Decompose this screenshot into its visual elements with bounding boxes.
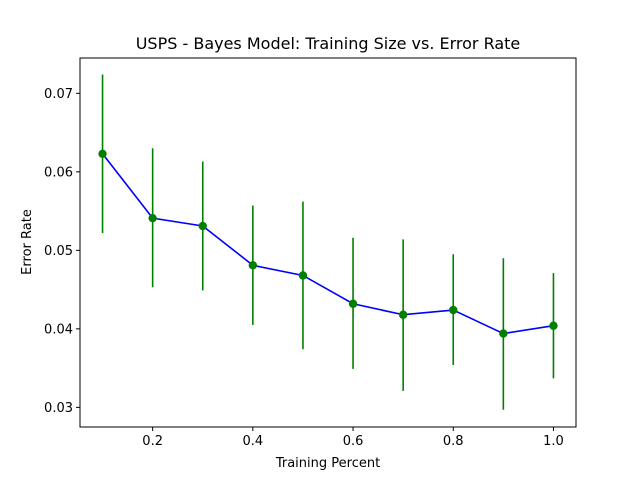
y-tick-label: 0.04 [44,322,73,337]
data-point [248,261,258,270]
x-tick-label: 0.6 [343,434,364,449]
data-point [549,321,558,330]
y-tick-label: 0.07 [44,87,73,102]
y-tick-label: 0.03 [44,401,73,416]
plot-frame [79,57,577,428]
data-point [398,310,408,319]
data-point [348,299,358,308]
data-point [449,305,458,315]
data-point [148,213,157,223]
y-tick-label: 0.05 [44,244,73,259]
y-axis: 0.03 0.04 0.05 0.06 0.07 [44,87,80,416]
chart-title: USPS - Bayes Model: Training Size vs. Er… [136,34,521,53]
data-point [499,329,508,338]
series-line [101,153,554,335]
x-tick-label: 0.2 [142,434,163,449]
data-point [298,271,308,280]
y-axis-label: Error Rate [20,209,35,275]
plot-area [98,74,558,410]
data-point [198,221,207,231]
x-tick-label: 0.4 [243,434,264,449]
x-axis-label: Training Percent [275,456,380,471]
x-tick-label: 1.0 [543,434,564,449]
y-tick-label: 0.06 [44,165,73,180]
x-axis: 0.2 0.4 0.6 0.8 1.0 [142,427,564,449]
x-tick-label: 0.8 [443,434,464,449]
data-point [98,149,107,158]
